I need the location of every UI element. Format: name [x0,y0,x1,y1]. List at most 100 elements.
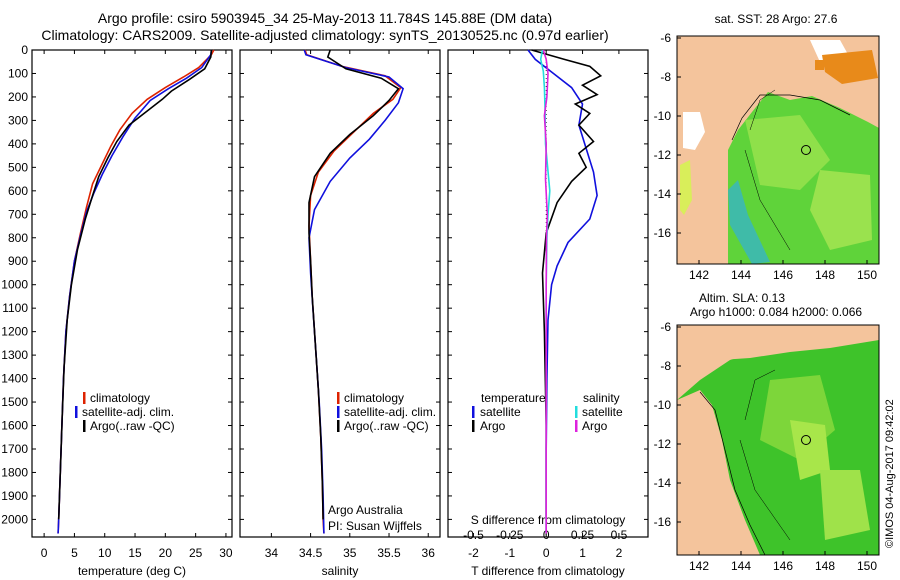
y-tick-label: 1600 [1,419,28,433]
legend-label-s-argo: Argo [582,419,608,433]
legend-swatch-argo [83,420,86,432]
map1-contour [744,89,791,251]
annotation-pi: PI: Susan Wijffels [328,519,422,533]
map-y-tick-label: -12 [654,437,672,451]
legend-swatch-s-argo [575,420,578,432]
map1-sea-west [680,160,692,215]
map2 [676,324,880,556]
x-tick-label: 34.5 [299,546,323,560]
series-line-s-argo [542,49,549,534]
x-tick-label: 34 [265,546,279,560]
series-line-climatology [57,49,215,534]
x-tick-label: 0 [41,546,48,560]
series-line-satellite-adj-clim- [303,49,405,534]
y-tick-label: 1700 [1,442,28,456]
y-tick-label: 100 [8,66,28,80]
map2-contour [739,369,791,541]
x-tick-label: 20 [159,546,173,560]
map-x-tick-label: 146 [773,268,793,282]
map-y-tick-label: -14 [654,476,672,490]
map1 [676,35,880,265]
map2-title-line1: Altim. SLA: 0.13 [699,291,785,305]
x-tick-label: -1 [504,546,515,560]
legend-swatch-climatology [337,392,340,404]
x-tick-label: -2 [468,546,479,560]
series-line-satellite-adj-clim- [57,49,213,534]
map-x-tick-label: 142 [689,559,709,573]
legend-heading-salinity: salinity [583,391,620,405]
y-tick-label: 2000 [1,512,28,526]
s-tick-label: -0.5 [463,528,484,542]
y-tick-label: 1900 [1,489,28,503]
legend-label-climatology: climatology [90,391,150,405]
map-x-tick-label: 150 [857,559,877,573]
legend-label-satellite: satellite-adj. clim. [82,405,174,419]
map-y-tick-label: -14 [654,187,672,201]
map2-land-north [720,325,879,360]
map-x-tick-label: 142 [689,268,709,282]
x-tick-label: 10 [98,546,112,560]
map1-sea-patch [745,115,830,190]
x-tick-label: 1 [579,546,586,560]
legend-swatch-climatology [83,392,86,404]
legend-swatch-t-satellite [472,406,475,418]
annotation-institution: Argo Australia [328,503,403,517]
legend-label-satellite: satellite-adj. clim. [344,405,436,419]
s-tick-label: -0.25 [496,528,524,542]
map1-frame [676,35,880,265]
x-tick-label: 15 [128,546,142,560]
map-y-tick-label: -8 [660,359,671,373]
map-y-tick-label: -10 [654,109,672,123]
s-tick-label: 0.25 [571,528,595,542]
map1-sst-orange [822,50,878,84]
x-tick-label: 2 [616,546,623,560]
series-line-climatology [304,49,402,534]
argo-position-marker [801,435,811,445]
s-tick-label: 0.5 [611,528,628,542]
y-tick-label: 800 [8,231,28,245]
y-tick-label: 0 [21,43,28,57]
map-y-tick-label: -10 [654,398,672,412]
map2-coastline [699,391,766,556]
y-tick-label: 300 [8,113,28,127]
legend-label-climatology: climatology [344,391,404,405]
legend-label-s-satellite: satellite [582,405,623,419]
y-tick-label: 400 [8,137,28,151]
y-tick-label: 500 [8,160,28,174]
map-y-tick-label: -12 [654,148,672,162]
x-tick-label: 30 [219,546,233,560]
temperature-axis-label: temperature (deg C) [78,564,186,578]
y-tick-label: 1300 [1,348,28,362]
y-tick-label: 1400 [1,372,28,386]
map1-shelf [728,180,770,264]
x-tick-label: 35.5 [377,546,401,560]
map-y-tick-label: -16 [654,226,672,240]
y-tick-label: 200 [8,90,28,104]
salinity-legend: climatology satellite-adj. clim. Argo(..… [328,391,436,533]
x-tick-label: 0 [543,546,550,560]
x-tick-label: 35 [343,546,357,560]
map2-sea-patch [790,420,830,480]
temperature-panel [31,49,233,538]
x-tick-label: 5 [71,546,78,560]
y-tick-label: 1500 [1,395,28,409]
x-tick-label: 36 [422,546,436,560]
series-line-argo-raw-qc- [308,49,400,520]
legend-label-t-argo: Argo [480,419,506,433]
map-x-tick-label: 144 [731,268,751,282]
x-tick-label: 25 [189,546,203,560]
y-tick-label: 600 [8,184,28,198]
legend-label-argo: Argo(..raw -QC) [90,419,175,433]
y-tick-label: 900 [8,254,28,268]
y-tick-label: 1800 [1,465,28,479]
y-tick-label: 1100 [2,301,28,315]
difference-panel [447,49,649,538]
legend-swatch-satellite [337,406,340,418]
argo-position-marker [801,145,811,155]
series-line-t-satellite [527,49,598,534]
salinity-axis-label: salinity [322,564,359,578]
s-difference-axis-label: S difference from climatology [471,513,626,527]
title-line-1: Argo profile: csiro 5903945_34 25-May-20… [97,10,553,26]
legend-label-argo: Argo(..raw -QC) [344,419,429,433]
